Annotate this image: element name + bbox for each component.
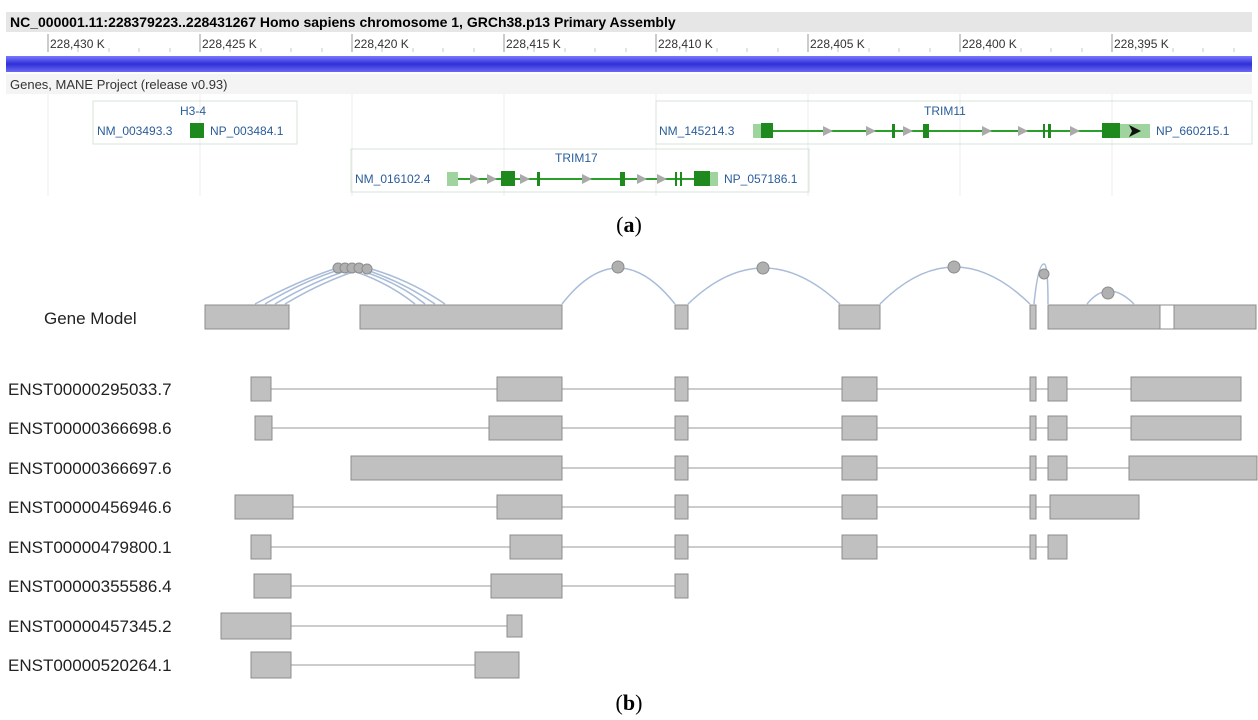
gene-box: [350, 148, 810, 193]
transcript-row[interactable]: ENST00000479800.1: [8, 534, 1068, 560]
exon: [537, 172, 540, 186]
exon: [923, 124, 929, 138]
gene-h3-4[interactable]: H3-4 NM_003493.3 NP_003484.1: [92, 100, 298, 145]
caption-a: (a): [616, 212, 642, 237]
protein-label: NP_057186.1: [724, 172, 798, 186]
gene-model-label: Gene Model: [44, 309, 137, 328]
utr: [447, 172, 458, 186]
gene-name: TRIM11: [924, 104, 966, 118]
header-bar: [6, 12, 1252, 32]
tick-label: 228,425 K: [202, 37, 257, 51]
tick-label: 228,400 K: [962, 37, 1017, 51]
exon: [680, 172, 682, 186]
transcript-label: NM_016102.4: [355, 172, 431, 186]
transcript-id: ENST00000456946.6: [8, 498, 172, 517]
gene-trim17[interactable]: TRIM17 NM_016102.4 NP_057186.1: [350, 148, 810, 193]
transcript-row[interactable]: ENST00000366698.6: [8, 415, 1242, 441]
splice-junction-arcs: [254, 263, 1135, 305]
gene-model-exons: [204, 304, 1257, 330]
tick-label: 228,395 K: [1114, 37, 1169, 51]
tick-label: 228,405 K: [810, 37, 865, 51]
exon: [190, 123, 204, 138]
track-title-bar: [6, 74, 1252, 94]
transcript-id: ENST00000479800.1: [8, 538, 172, 557]
protein-label: NP_660215.1: [1156, 124, 1230, 138]
direction-arrows: [823, 126, 1080, 136]
transcript-id: ENST00000520264.1: [8, 656, 172, 675]
caption-b: (b): [616, 690, 643, 715]
tick-label: 228,410 K: [658, 37, 713, 51]
transcript-row[interactable]: ENST00000520264.1: [8, 651, 520, 679]
exon: [620, 172, 625, 186]
end-arrow-icon: [1129, 125, 1141, 137]
exon: [675, 172, 677, 186]
track-title: Genes, MANE Project (release v0.93): [10, 77, 227, 92]
tick-label: 228,430 K: [50, 37, 105, 51]
transcript-label: NM_003493.3: [97, 124, 173, 138]
transcript-label: NM_145214.3: [659, 124, 735, 138]
tick-label: 228,420 K: [354, 37, 409, 51]
exon: [1043, 124, 1045, 138]
gene-box: [92, 100, 298, 145]
transcript-row[interactable]: ENST00000457345.2: [8, 612, 523, 640]
exon: [1048, 124, 1051, 138]
transcript-row[interactable]: ENST00000456946.6: [8, 494, 1140, 520]
transcript-id: ENST00000366698.6: [8, 419, 172, 438]
transcript-row[interactable]: ENST00000295033.7: [8, 376, 1242, 402]
utr: [710, 172, 718, 186]
ruler-band: [6, 32, 1252, 54]
sequence-header: NC_000001.11:228379223..228431267 Homo s…: [10, 14, 676, 30]
exon: [892, 124, 895, 138]
sequence-bar: [6, 56, 1252, 72]
junction-nodes: [332, 260, 1115, 300]
gene-box: [655, 100, 1253, 145]
exon: [501, 171, 515, 186]
transcript-row[interactable]: ENST00000355586.4: [8, 573, 689, 599]
transcript-row[interactable]: ENST00000366697.6: [8, 455, 1258, 481]
direction-arrows: [470, 174, 667, 184]
panel-a-genome-view: NC_000001.11:228379223..228431267 Homo s…: [6, 12, 1253, 237]
exon: [694, 171, 710, 186]
exon: [761, 123, 773, 138]
utr: [753, 124, 761, 138]
gene-name: H3-4: [180, 104, 206, 118]
tick-label: 228,415 K: [506, 37, 561, 51]
transcript-id: ENST00000457345.2: [8, 617, 172, 636]
panel-b-transcript-structures: Gene Model ENST00000295033.7 ENST0000036…: [8, 260, 1258, 715]
exon: [1102, 123, 1120, 138]
ruler-ticks: 228,430 K 228,425 K 228,420 K 228,415 K …: [47, 34, 1169, 52]
transcript-id: ENST00000355586.4: [8, 577, 172, 596]
transcript-id: ENST00000366697.6: [8, 459, 172, 478]
protein-label: NP_003484.1: [210, 124, 284, 138]
transcript-id: ENST00000295033.7: [8, 380, 172, 399]
ruler-minor-ticks: [77, 48, 1235, 52]
gene-trim11[interactable]: TRIM11 NM_145214.3 NP_660215.1: [655, 100, 1253, 145]
gene-name: TRIM17: [555, 151, 598, 165]
